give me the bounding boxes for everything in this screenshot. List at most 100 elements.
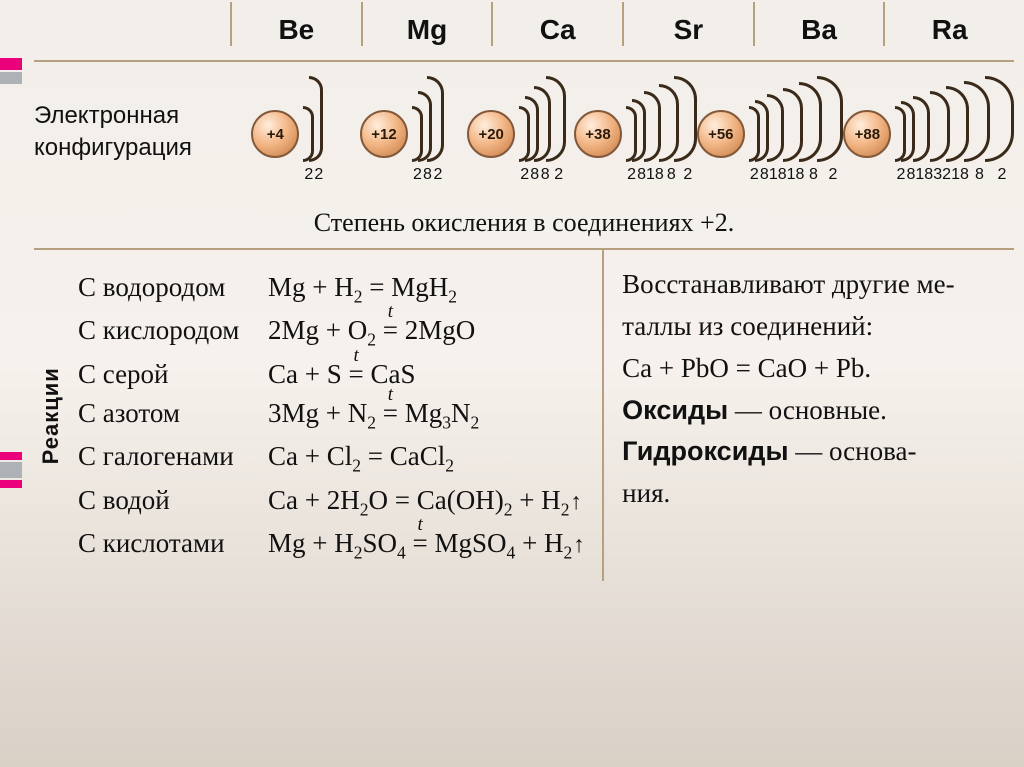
shell-electron-count: 2 <box>896 166 905 184</box>
reaction-equation: Mg + H2 = MgH2 <box>268 272 457 307</box>
accent-bar <box>0 462 22 478</box>
shell-electron-count: 2 <box>314 166 323 184</box>
element-symbol: Be <box>230 2 361 46</box>
reaction-line: С кислородом2Mg + O2 = 2MgO <box>78 315 596 350</box>
shell-electron-count: 18 <box>951 166 969 184</box>
nucleus: +38 <box>574 110 622 158</box>
reaction-equation: Mg + H2SO4 = MgSO4 + H2 <box>268 528 585 563</box>
reaction-line: С серойCa + S = CaS <box>78 359 596 390</box>
reaction-with-label: С кислотами <box>78 528 268 559</box>
electron-shell: 2 <box>314 76 323 184</box>
electron-shell: 2 <box>990 76 1014 184</box>
element-symbol: Sr <box>622 2 753 46</box>
atom-diagram: +5628181882 <box>697 78 844 186</box>
reaction-equation: Ca + Cl2 = CaCl2 <box>268 441 454 476</box>
oxidation-banner: Степень окисления в соединениях +2. <box>34 202 1014 248</box>
reaction-with-label: С водой <box>78 485 268 516</box>
shell-electron-count: 18 <box>787 166 805 184</box>
shell-electron-count: 8 <box>667 166 676 184</box>
shell-electron-count: 2 <box>627 166 636 184</box>
element-symbol: Ca <box>491 2 622 46</box>
shell-arc <box>427 76 444 162</box>
shell-electron-count: 2 <box>998 166 1007 184</box>
electron-config-row: Электронная конфигурация +422 +12282 +20… <box>34 62 1014 202</box>
electron-shell: 2 <box>822 76 843 184</box>
reactions-right-column: Восстанавливают другие ме-таллы из соеди… <box>604 250 1014 581</box>
shell-electron-count: 2 <box>304 166 313 184</box>
reaction-equation: 2Mg + O2 = 2MgO <box>268 315 475 350</box>
nucleus: +4 <box>251 110 299 158</box>
shell-electron-count: 18 <box>915 166 933 184</box>
accent-bar <box>0 72 22 84</box>
reactions-left-column: С водородомMg + H2 = MgH2 С кислородом2Mg… <box>72 250 604 581</box>
shell-arc <box>674 76 697 162</box>
shell-arc <box>309 76 323 162</box>
shell-electron-count: 2 <box>413 166 422 184</box>
shell-electron-count: 2 <box>750 166 759 184</box>
element-symbol: Mg <box>361 2 492 46</box>
page: Be Mg Ca Sr Ba Ra Электронная конфигурац… <box>0 0 1024 767</box>
nucleus: +12 <box>360 110 408 158</box>
shell-electron-count: 32 <box>933 166 951 184</box>
shell-electron-count: 8 <box>809 166 818 184</box>
atom-diagram: +882818321882 <box>843 78 1014 186</box>
atom-diagram: +38281882 <box>574 78 697 186</box>
shell-electron-count: 8 <box>541 166 550 184</box>
reaction-with-label: С галогенами <box>78 441 268 472</box>
electron-shell: 2 <box>432 76 444 184</box>
reactions-block: Реакции С водородомMg + H2 = MgH2 С кисло… <box>34 248 1014 581</box>
reactions-side-label: Реакции <box>34 250 72 581</box>
electron-shell: 2 <box>679 76 697 184</box>
shell-arc <box>817 76 843 162</box>
element-symbol: Ba <box>753 2 884 46</box>
shell-electron-count: 8 <box>906 166 915 184</box>
shell-electron-count: 18 <box>769 166 787 184</box>
reaction-with-label: С кислородом <box>78 315 268 346</box>
content: Be Mg Ca Sr Ba Ra Электронная конфигурац… <box>34 2 1014 757</box>
electron-shell: 2 <box>551 76 566 184</box>
shell-electron-count: 2 <box>828 166 837 184</box>
shell-electron-count: 8 <box>760 166 769 184</box>
shell-electron-count: 18 <box>646 166 664 184</box>
reaction-line: С водойCa + 2H2O = Ca(OH)2 + H2 <box>78 485 596 520</box>
reaction-line: С азотом3Mg + N2 = Mg3N2 <box>78 398 596 433</box>
nucleus: +88 <box>843 110 891 158</box>
reaction-with-label: С серой <box>78 359 268 390</box>
atom-diagram: +422 <box>230 78 345 186</box>
shell-electron-count: 8 <box>975 166 984 184</box>
shell-electron-count: 8 <box>423 166 432 184</box>
shell-electron-count: 2 <box>554 166 563 184</box>
shell-electron-count: 8 <box>530 166 539 184</box>
config-label-line: конфигурация <box>34 134 192 161</box>
reactions-columns: С водородомMg + H2 = MgH2 С кислородом2Mg… <box>72 250 1014 581</box>
reaction-equation: Ca + S = CaS <box>268 359 416 390</box>
accent-bar <box>0 480 22 488</box>
accent-bar <box>0 452 22 460</box>
reaction-line: С водородомMg + H2 = MgH2 <box>78 272 596 307</box>
electron-shells: 2818321882 <box>895 84 1014 184</box>
electron-shells: 22 <box>303 84 323 184</box>
shell-electron-count: 2 <box>683 166 692 184</box>
element-symbol: Ra <box>883 2 1014 46</box>
nucleus: +56 <box>697 110 745 158</box>
shell-arc <box>985 76 1014 162</box>
element-header-row: Be Mg Ca Sr Ba Ra <box>34 2 1014 62</box>
shell-arc <box>767 94 784 162</box>
nucleus: +20 <box>467 110 515 158</box>
config-label-line: Электронная <box>34 102 179 129</box>
reaction-equation: 3Mg + N2 = Mg3N2 <box>268 398 479 433</box>
atom-diagram: +12 282 <box>345 78 460 186</box>
accent-bar <box>0 58 22 70</box>
reaction-line: С галогенамиCa + Cl2 = CaCl2 <box>78 441 596 476</box>
shell-arc <box>913 96 930 162</box>
shell-electron-count: 2 <box>434 166 443 184</box>
reaction-line: С кислотамиMg + H2SO4 = MgSO4 + H2 <box>78 528 596 563</box>
config-label: Электронная конфигурация <box>34 100 230 165</box>
shell-electron-count: 8 <box>637 166 646 184</box>
electron-shells: 281882 <box>626 84 697 184</box>
reaction-with-label: С азотом <box>78 398 268 429</box>
shell-arc <box>546 76 566 162</box>
atom-diagram: +202882 <box>459 78 574 186</box>
electron-shells: 2882 <box>519 84 566 184</box>
reaction-equation: Ca + 2H2O = Ca(OH)2 + H2 <box>268 485 582 520</box>
